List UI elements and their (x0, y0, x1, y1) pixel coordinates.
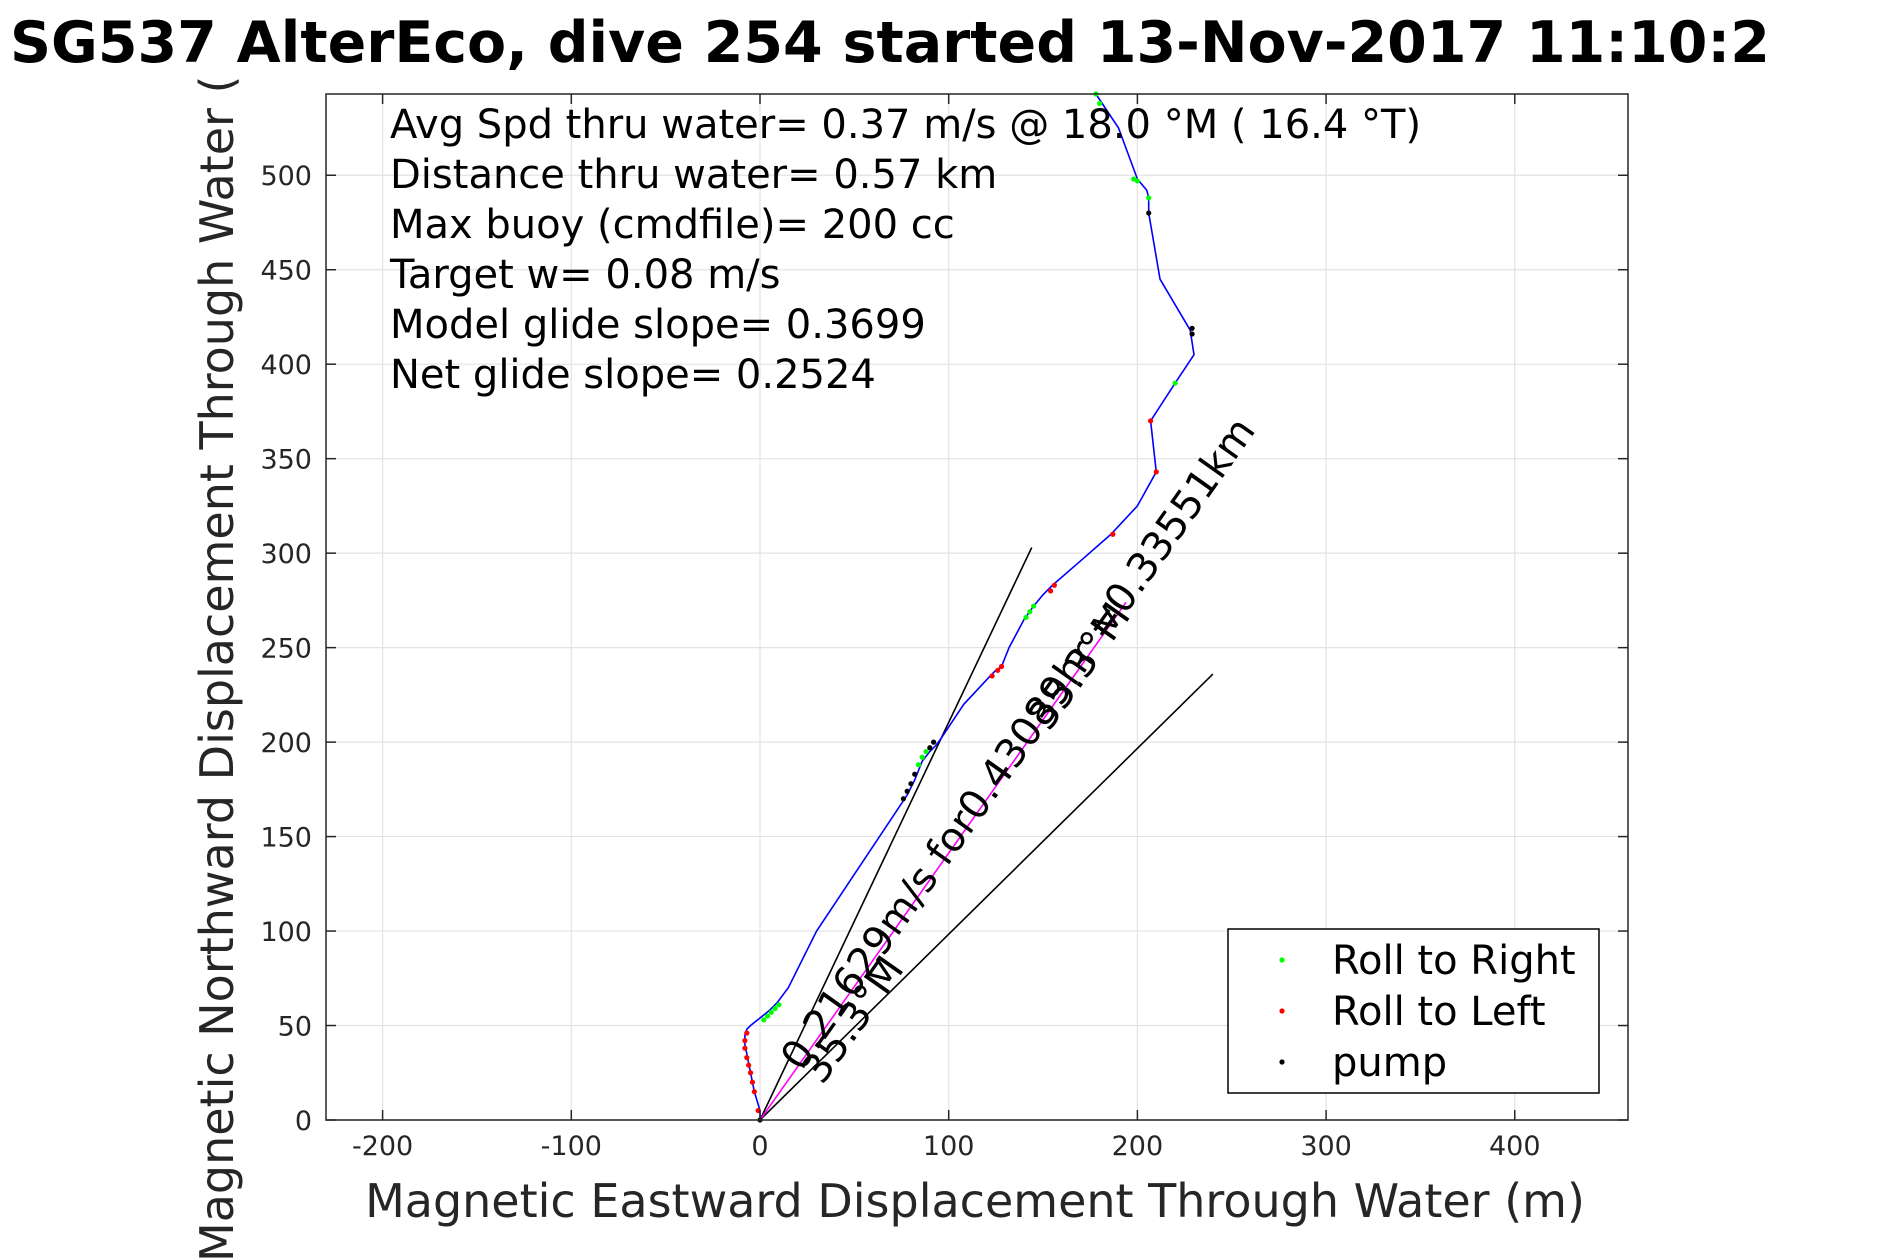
x-tick-label: -200 (352, 1131, 413, 1162)
x-tick-label: 100 (923, 1131, 975, 1162)
pump-point (1189, 325, 1195, 331)
info-line: Net glide slope= 0.2524 (390, 352, 876, 398)
roll-left-point (998, 663, 1005, 670)
roll-right-point (1031, 603, 1037, 609)
info-line: Model glide slope= 0.3699 (390, 302, 926, 348)
legend-item-pump-label: pump (1332, 1040, 1447, 1086)
y-tick-label: 150 (260, 823, 312, 854)
roll-right-point (915, 762, 922, 768)
roll-right-point (768, 1009, 774, 1015)
legend-item-roll-right-label: Roll to Right (1332, 938, 1576, 984)
roll-left-point (751, 1089, 757, 1095)
pump-point (908, 781, 914, 787)
roll-left-point (749, 1079, 756, 1085)
y-axis-label: Magnetic Northward Displacement Through … (190, 76, 244, 1260)
y-tick-label: 400 (260, 350, 312, 381)
pump-point (1146, 210, 1152, 216)
roll-left-point (1051, 582, 1057, 588)
x-tick-label: -100 (541, 1131, 602, 1162)
roll-right-point (764, 1013, 771, 1019)
y-tick-label: 250 (260, 634, 312, 665)
info-line: Distance thru water= 0.57 km (390, 152, 997, 198)
glider-track (744, 93, 1195, 1120)
roll-left-point (746, 1062, 752, 1068)
legend-item-roll-left-marker (1279, 1008, 1285, 1014)
roll-left-point (742, 1038, 748, 1044)
legend-item-roll-right-marker (1279, 957, 1285, 963)
info-text-block: Avg Spd thru water= 0.37 m/s @ 18.0 °M (… (389, 102, 1421, 398)
roll-right-point (761, 1017, 767, 1023)
roll-right-point (776, 1002, 782, 1008)
x-tick-label: 0 (751, 1131, 768, 1162)
depth-average-current-line (759, 601, 1127, 1121)
track-line (744, 93, 1195, 1120)
reference-lines (759, 547, 1214, 1121)
roll-left-point (995, 667, 1001, 673)
info-line: Max buoy (cmdfile)= 200 cc (390, 202, 955, 248)
chart-title: SG537 AlterEco, dive 254 started 13-Nov-… (10, 10, 1770, 76)
y-tick-label: 300 (260, 539, 312, 570)
roll-right-point (1134, 178, 1140, 184)
legend-item-pump-marker (1279, 1059, 1285, 1065)
pump-point (927, 745, 933, 751)
y-tick-label: 0 (295, 1106, 312, 1137)
reference-line (759, 673, 1214, 1121)
legend-box (1227, 928, 1600, 1094)
roll-right-point (1023, 614, 1029, 620)
y-tick-label: 450 (260, 256, 312, 287)
y-tick-label: 350 (260, 445, 312, 476)
roll-left-point (1110, 531, 1116, 537)
roll-left-point (747, 1070, 754, 1076)
roll-left-point (989, 673, 995, 679)
pump-point (931, 739, 937, 745)
plot-frame (325, 93, 1629, 1121)
pump-point (1189, 331, 1195, 337)
legend: Roll to Right Roll to Left pump (1227, 928, 1600, 1094)
roll-left-point (744, 1055, 750, 1061)
axis-ticks: -200 -100 0 100 200 300 400 0 50 100 150 200 250 300 3… (260, 94, 1628, 1162)
x-tick-label: 300 (1300, 1131, 1352, 1162)
plot-area: 0.21629m/s for0.43089hr =0.33551km35.3°M… (260, 91, 1629, 1162)
info-line: Target w= 0.08 m/s (389, 252, 780, 298)
roll-left-point (1148, 418, 1154, 424)
pump-point (912, 771, 918, 777)
pump-point (900, 796, 907, 802)
roll-right-point (923, 748, 929, 755)
y-tick-label: 100 (260, 917, 312, 948)
x-tick-label: 200 (1112, 1131, 1164, 1162)
roll-right-point (1172, 380, 1178, 386)
depth-average-current (759, 601, 1127, 1121)
roll-left-point (742, 1045, 748, 1051)
roll-left-point (1153, 469, 1159, 475)
pump-point (904, 788, 910, 794)
roll-right-point (1146, 195, 1152, 201)
y-tick-label: 50 (278, 1012, 312, 1043)
x-tick-label: 400 (1489, 1131, 1541, 1162)
y-tick-label: 200 (260, 728, 312, 759)
reference-line (759, 547, 1033, 1121)
roll-right-point (1097, 100, 1103, 107)
roll-left-point (744, 1030, 750, 1036)
roll-right-point (1027, 609, 1033, 615)
x-axis-label: Magnetic Eastward Displacement Through W… (365, 1174, 1585, 1228)
roll-right-point (919, 754, 925, 760)
info-line: Avg Spd thru water= 0.37 m/s @ 18.0 °M (… (390, 102, 1421, 148)
data-points (742, 91, 1195, 1123)
roll-right-point (772, 1005, 778, 1012)
y-tick-label: 500 (260, 161, 312, 192)
legend-item-roll-left-label: Roll to Left (1332, 989, 1546, 1035)
roll-left-point (1047, 588, 1054, 594)
